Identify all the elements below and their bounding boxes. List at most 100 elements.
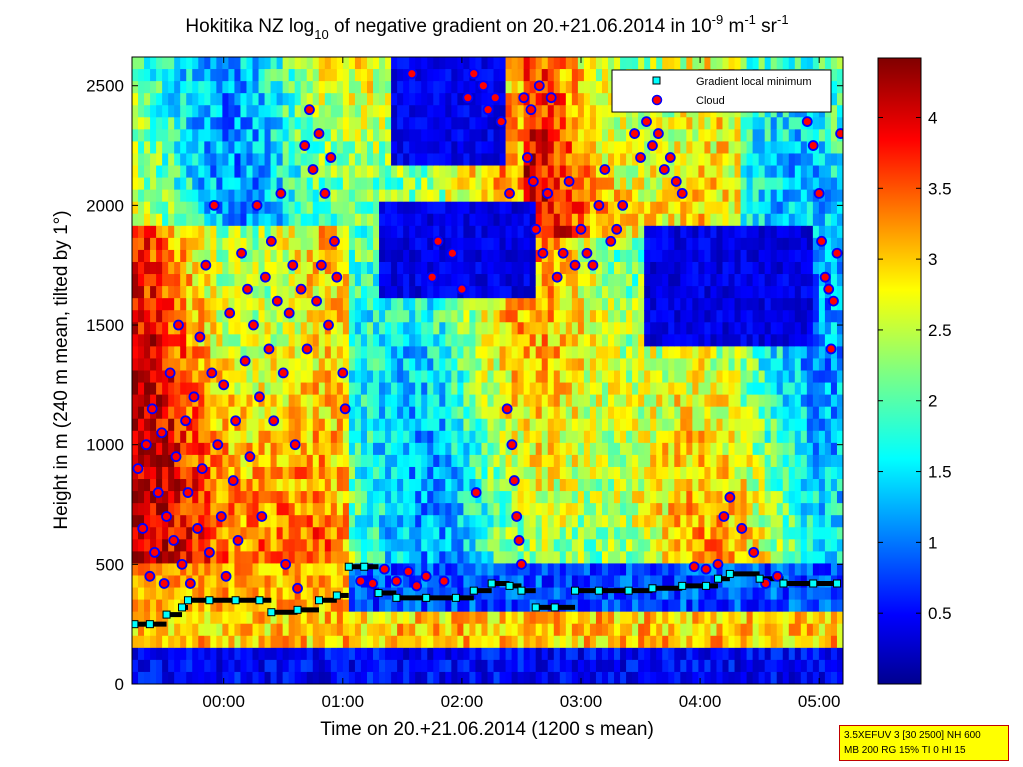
heatmap-cell — [204, 189, 211, 203]
heatmap-cell — [680, 671, 687, 684]
heatmap-cell — [228, 322, 236, 335]
heatmap-cell — [577, 466, 585, 480]
heatmap-cell — [300, 659, 308, 673]
heatmap-cell — [421, 189, 428, 203]
heatmap-cell — [487, 394, 495, 408]
heatmap-cell — [704, 406, 712, 420]
heatmap-cell — [517, 647, 525, 661]
heatmap-cell — [282, 418, 290, 432]
heatmap-cell — [366, 165, 374, 179]
heatmap-cell — [644, 418, 651, 432]
heatmap-cell — [354, 394, 362, 408]
heatmap-cell — [336, 491, 344, 504]
heatmap-cell — [565, 394, 573, 408]
heatmap-cell — [204, 454, 211, 468]
heatmap-cell — [589, 479, 597, 492]
heatmap-cell — [373, 466, 380, 480]
heatmap-cell — [216, 237, 223, 251]
heatmap-cell — [457, 93, 464, 106]
heatmap-cell — [204, 105, 211, 118]
heatmap-cell — [312, 491, 320, 504]
heatmap-cell — [264, 539, 272, 552]
heatmap-cell — [162, 551, 169, 565]
heatmap-cell — [270, 69, 278, 82]
heatmap-cell — [698, 515, 706, 528]
heatmap-cell — [433, 225, 440, 239]
heatmap-cell — [282, 406, 290, 420]
heatmap-cell — [553, 334, 561, 347]
heatmap-cell — [409, 310, 416, 323]
heatmap-cell — [601, 189, 609, 203]
heatmap-cell — [366, 647, 374, 661]
heatmap-cell — [192, 479, 199, 492]
heatmap-cell — [324, 503, 332, 516]
heatmap-cell — [704, 418, 712, 432]
heatmap-cell — [601, 635, 609, 649]
heatmap-cell — [348, 310, 356, 323]
heatmap-cell — [192, 249, 199, 263]
heatmap-cell — [421, 261, 428, 275]
heatmap-cell — [210, 539, 217, 552]
heatmap-cell — [234, 623, 242, 637]
heatmap-cell — [156, 479, 163, 492]
heatmap-cell — [192, 105, 199, 118]
heatmap-cell — [668, 418, 675, 432]
heatmap-cell — [156, 587, 163, 601]
heatmap-cell — [704, 177, 712, 191]
heatmap-cell — [240, 189, 248, 203]
heatmap-cell — [373, 442, 380, 456]
heatmap-cell — [517, 105, 525, 118]
heatmap-cell — [499, 623, 507, 637]
heatmap-cell — [662, 527, 669, 540]
heatmap-cell — [192, 515, 199, 528]
heatmap-cell — [210, 57, 217, 70]
heatmap-cell — [493, 213, 501, 227]
heatmap-cell — [258, 479, 266, 492]
heatmap-cell — [571, 274, 579, 287]
heatmap-cell — [288, 515, 296, 528]
heatmap-cell — [421, 479, 428, 492]
heatmap-cell — [680, 479, 687, 492]
heatmap-cell — [174, 93, 181, 106]
heatmap-cell — [451, 358, 458, 372]
heatmap-cell — [306, 587, 314, 601]
heatmap-cell — [162, 370, 169, 384]
heatmap-cell — [198, 503, 205, 516]
heatmap-cell — [324, 225, 332, 239]
heatmap-cell — [132, 298, 139, 311]
heatmap-cell — [397, 623, 404, 637]
heatmap-cell — [698, 286, 706, 299]
heatmap-cell — [397, 442, 404, 456]
heatmap-cell — [216, 141, 223, 155]
heatmap-cell — [318, 479, 326, 492]
heatmap-cell — [565, 358, 573, 372]
heatmap-cell — [373, 129, 380, 143]
heatmap-cell — [324, 491, 332, 504]
heatmap-cell — [240, 503, 248, 516]
heatmap-cell — [571, 406, 579, 420]
heatmap-cell — [535, 539, 543, 552]
heatmap-cell — [348, 57, 356, 70]
heatmap-cell — [186, 370, 193, 384]
heatmap-cell — [559, 587, 567, 601]
heatmap-cell — [306, 189, 314, 203]
heatmap-cell — [204, 623, 211, 637]
heatmap-cell — [620, 406, 627, 420]
heatmap-cell — [312, 201, 320, 215]
heatmap-cell — [144, 394, 151, 408]
heatmap-cell — [692, 57, 699, 70]
heatmap-cell — [698, 479, 706, 492]
heatmap-cell — [680, 57, 687, 70]
heatmap-cell — [457, 105, 464, 118]
heatmap-cell — [132, 394, 139, 408]
heatmap-cell — [499, 310, 507, 323]
heatmap-cell — [523, 249, 531, 263]
heatmap-cell — [475, 503, 483, 516]
heatmap-cell — [517, 479, 525, 492]
heatmap-cell — [481, 141, 489, 155]
heatmap-cell — [608, 225, 615, 239]
heatmap-cell — [656, 334, 663, 347]
heatmap-cell — [391, 346, 398, 360]
heatmap-cell — [415, 358, 422, 372]
heatmap-cell — [246, 249, 254, 263]
